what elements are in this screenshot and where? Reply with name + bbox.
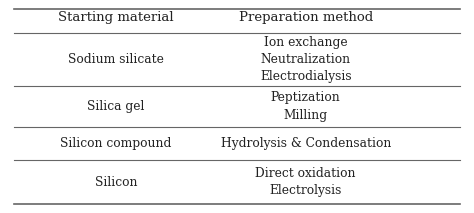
Text: Silicon compound: Silicon compound [61, 137, 172, 150]
Text: Peptization
Milling: Peptization Milling [271, 92, 341, 121]
Text: Direct oxidation
Electrolysis: Direct oxidation Electrolysis [255, 167, 356, 197]
Text: Silicon: Silicon [95, 176, 137, 189]
Text: Hydrolysis & Condensation: Hydrolysis & Condensation [220, 137, 391, 150]
Text: Preparation method: Preparation method [238, 10, 373, 24]
Text: Sodium silicate: Sodium silicate [68, 53, 164, 66]
Text: Ion exchange
Neutralization
Electrodialysis: Ion exchange Neutralization Electrodialy… [260, 36, 352, 83]
Text: Silica gel: Silica gel [87, 100, 145, 113]
Text: Starting material: Starting material [58, 10, 174, 24]
